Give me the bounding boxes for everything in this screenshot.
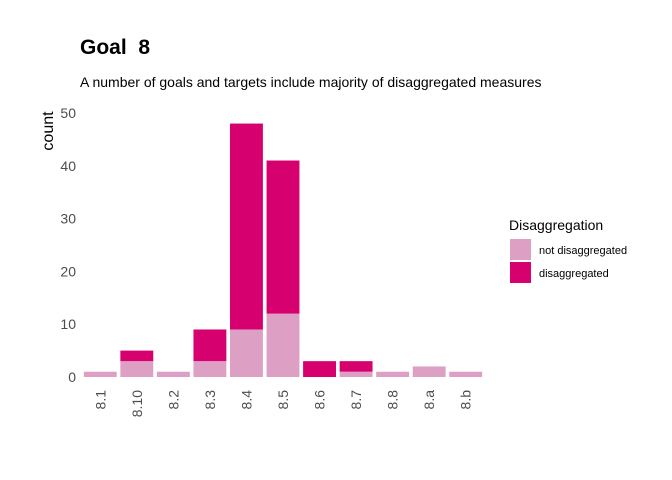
bar-segment — [339, 361, 373, 372]
legend-title: Disaggregation — [509, 217, 603, 233]
y-tick-label: 0 — [68, 369, 76, 385]
x-tick-label: 8.4 — [238, 390, 254, 410]
y-axis-label: count — [40, 111, 57, 151]
y-tick-label: 10 — [60, 316, 76, 332]
legend-label: disaggregated — [539, 268, 609, 280]
bar-segment — [193, 329, 227, 362]
x-tick-label: 8.6 — [312, 390, 328, 410]
bar-segment — [266, 160, 300, 314]
legend: Disaggregation not disaggregated disaggre… — [509, 217, 627, 283]
chart-title: Goal 8 — [80, 36, 151, 59]
x-tick-label: 8.10 — [129, 390, 145, 417]
y-tick-label: 30 — [60, 211, 76, 227]
bar-segment — [376, 371, 410, 377]
x-tick-label: 8.1 — [92, 390, 108, 410]
x-tick-label: 8.3 — [202, 390, 218, 410]
legend-label: not disaggregated — [539, 245, 627, 257]
bar-segment — [339, 371, 373, 377]
legend-key — [510, 262, 531, 283]
bar-segment — [156, 371, 190, 377]
bar-segment — [412, 366, 446, 377]
bar-segment — [303, 361, 336, 377]
bar-segment — [83, 371, 117, 377]
x-tick-label: 8.a — [421, 390, 437, 410]
bar-segment — [449, 371, 483, 377]
y-tick-label: 40 — [60, 158, 76, 174]
x-tick-label: 8.8 — [385, 390, 401, 410]
x-axis: 8.1 8.10 8.2 8.3 8.4 8.5 8.6 8.7 8.8 8.a 8.b — [92, 390, 473, 417]
bars — [83, 123, 483, 377]
bar-segment — [193, 361, 227, 377]
chart-subtitle: A number of goals and targets include ma… — [80, 74, 542, 90]
y-tick-label: 20 — [60, 263, 76, 279]
x-tick-label: 8.2 — [165, 390, 181, 410]
bar-segment — [120, 350, 154, 362]
x-tick-label: 8.b — [458, 390, 474, 410]
y-axis: 0 10 20 30 40 50 — [60, 105, 76, 385]
y-tick-label: 50 — [60, 105, 76, 121]
bar-segment — [230, 123, 263, 330]
bar-segment — [266, 313, 300, 377]
bar-segment — [230, 329, 263, 377]
bar-segment — [120, 361, 154, 377]
x-tick-label: 8.7 — [348, 390, 364, 410]
x-tick-label: 8.5 — [275, 390, 291, 410]
legend-key — [510, 239, 531, 260]
